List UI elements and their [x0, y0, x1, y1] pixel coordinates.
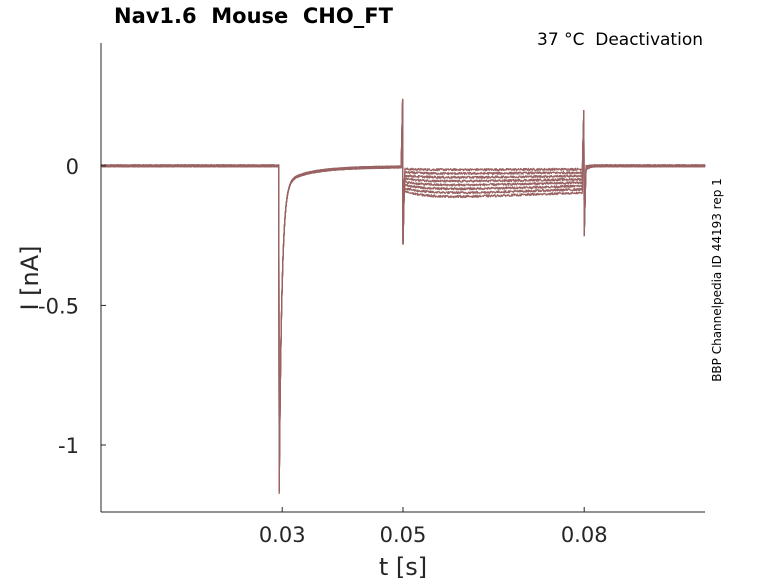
traces-group [100, 98, 706, 495]
y-tick-label: 0 [66, 155, 79, 179]
x-axis-label: t [s] [379, 553, 427, 581]
x-tick-label: 0.03 [259, 523, 306, 547]
ticks-group: 0.03 0.05 0.08 0 -0.5 -1 [38, 155, 608, 547]
x-tick-label: 0.08 [561, 523, 608, 547]
current-trace-8 [100, 98, 706, 495]
x-tick-label: 0.05 [380, 523, 427, 547]
y-tick-label: -0.5 [38, 294, 79, 318]
y-tick-label: -1 [58, 434, 79, 458]
chart-title: Nav1.6 Mouse CHO_FT [114, 4, 393, 28]
y-axis-label: I [nA] [16, 245, 44, 310]
chart-subtitle: 37 °C Deactivation [537, 30, 703, 50]
